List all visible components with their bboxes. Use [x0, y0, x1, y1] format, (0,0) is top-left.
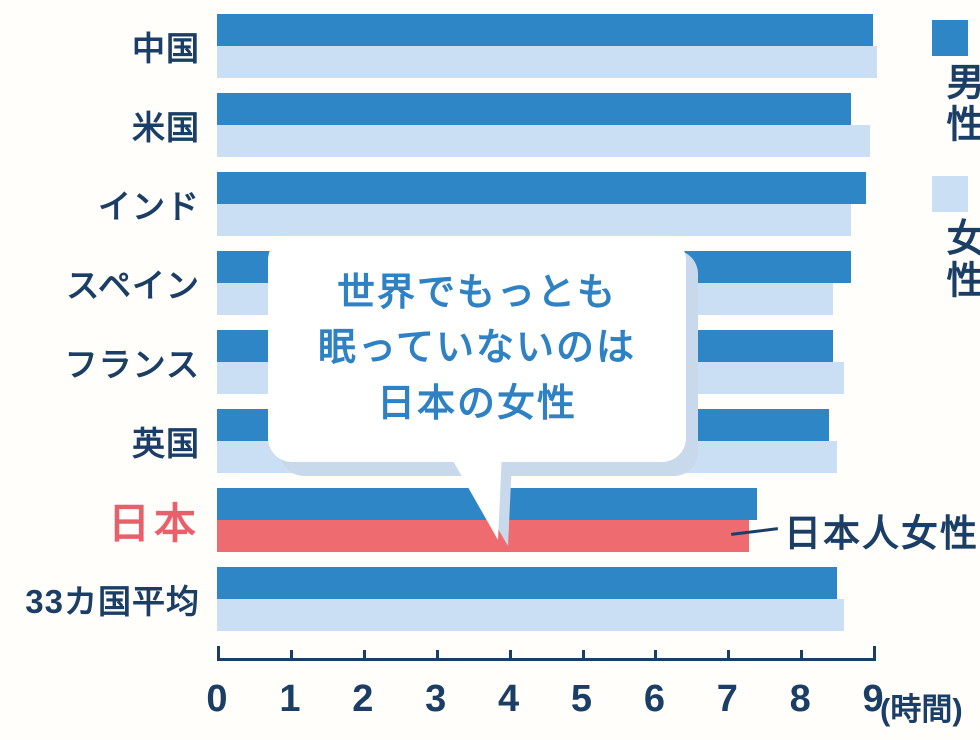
x-tick-2	[362, 650, 366, 658]
x-tick-label-7: 7	[716, 678, 738, 720]
x-tick-4	[508, 650, 512, 658]
x-tick-9	[873, 646, 877, 658]
x-tick-label-4: 4	[498, 678, 520, 720]
x-tick-5	[581, 650, 585, 658]
bar-male-7	[217, 488, 757, 520]
category-label-3: インド	[98, 188, 200, 225]
bubble-text-line-2: 眠っていないのは	[317, 327, 637, 370]
bar-male-8	[217, 567, 837, 599]
x-tick-3	[435, 650, 439, 658]
category-label-1: 中国	[132, 30, 200, 67]
x-axis-line	[217, 658, 876, 661]
bar-female-2	[217, 125, 870, 157]
x-tick-6	[654, 650, 658, 658]
legend-male-swatch	[932, 20, 968, 56]
bubble-text-line-1: 世界でもっとも	[336, 272, 617, 315]
x-tick-label-8: 8	[789, 678, 811, 720]
x-tick-label-1: 1	[279, 678, 301, 720]
x-tick-8	[800, 650, 804, 658]
category-label-7: 日本	[107, 499, 200, 547]
legend-female-swatch	[932, 176, 968, 212]
x-tick-7	[727, 650, 731, 658]
category-label-6: 英国	[132, 425, 200, 462]
x-tick-label-9: 9	[862, 678, 884, 720]
legend-female-label: 女性	[940, 218, 980, 302]
bubble-text-line-3: 日本の女性	[376, 382, 577, 425]
x-tick-label-0: 0	[206, 678, 228, 720]
annotation-label: 日本人女性	[784, 513, 979, 554]
x-tick-1	[289, 650, 293, 658]
category-label-8: 33カ国平均	[25, 583, 200, 620]
x-tick-label-5: 5	[570, 678, 593, 720]
x-tick-label-6: 6	[643, 678, 665, 720]
x-axis-unit-label: (時間)	[880, 692, 963, 727]
x-tick-label-3: 3	[425, 678, 447, 720]
bar-female-3	[217, 204, 852, 236]
category-label-5: フランス	[64, 346, 200, 383]
bar-male-1	[217, 14, 874, 46]
bar-female-highlight-7	[217, 520, 750, 552]
bar-male-2	[217, 93, 852, 125]
category-label-2: 米国	[132, 109, 200, 146]
speech-bubble: 世界でもっとも 眠っていないのは 日本の女性	[268, 236, 686, 462]
x-tick-0	[217, 646, 220, 658]
bar-female-8	[217, 599, 844, 631]
x-tick-label-2: 2	[352, 678, 374, 720]
category-label-4: スペイン	[66, 267, 200, 304]
bar-male-3	[217, 172, 866, 204]
bar-female-1	[217, 46, 877, 78]
legend-male-label: 男性	[940, 62, 980, 146]
